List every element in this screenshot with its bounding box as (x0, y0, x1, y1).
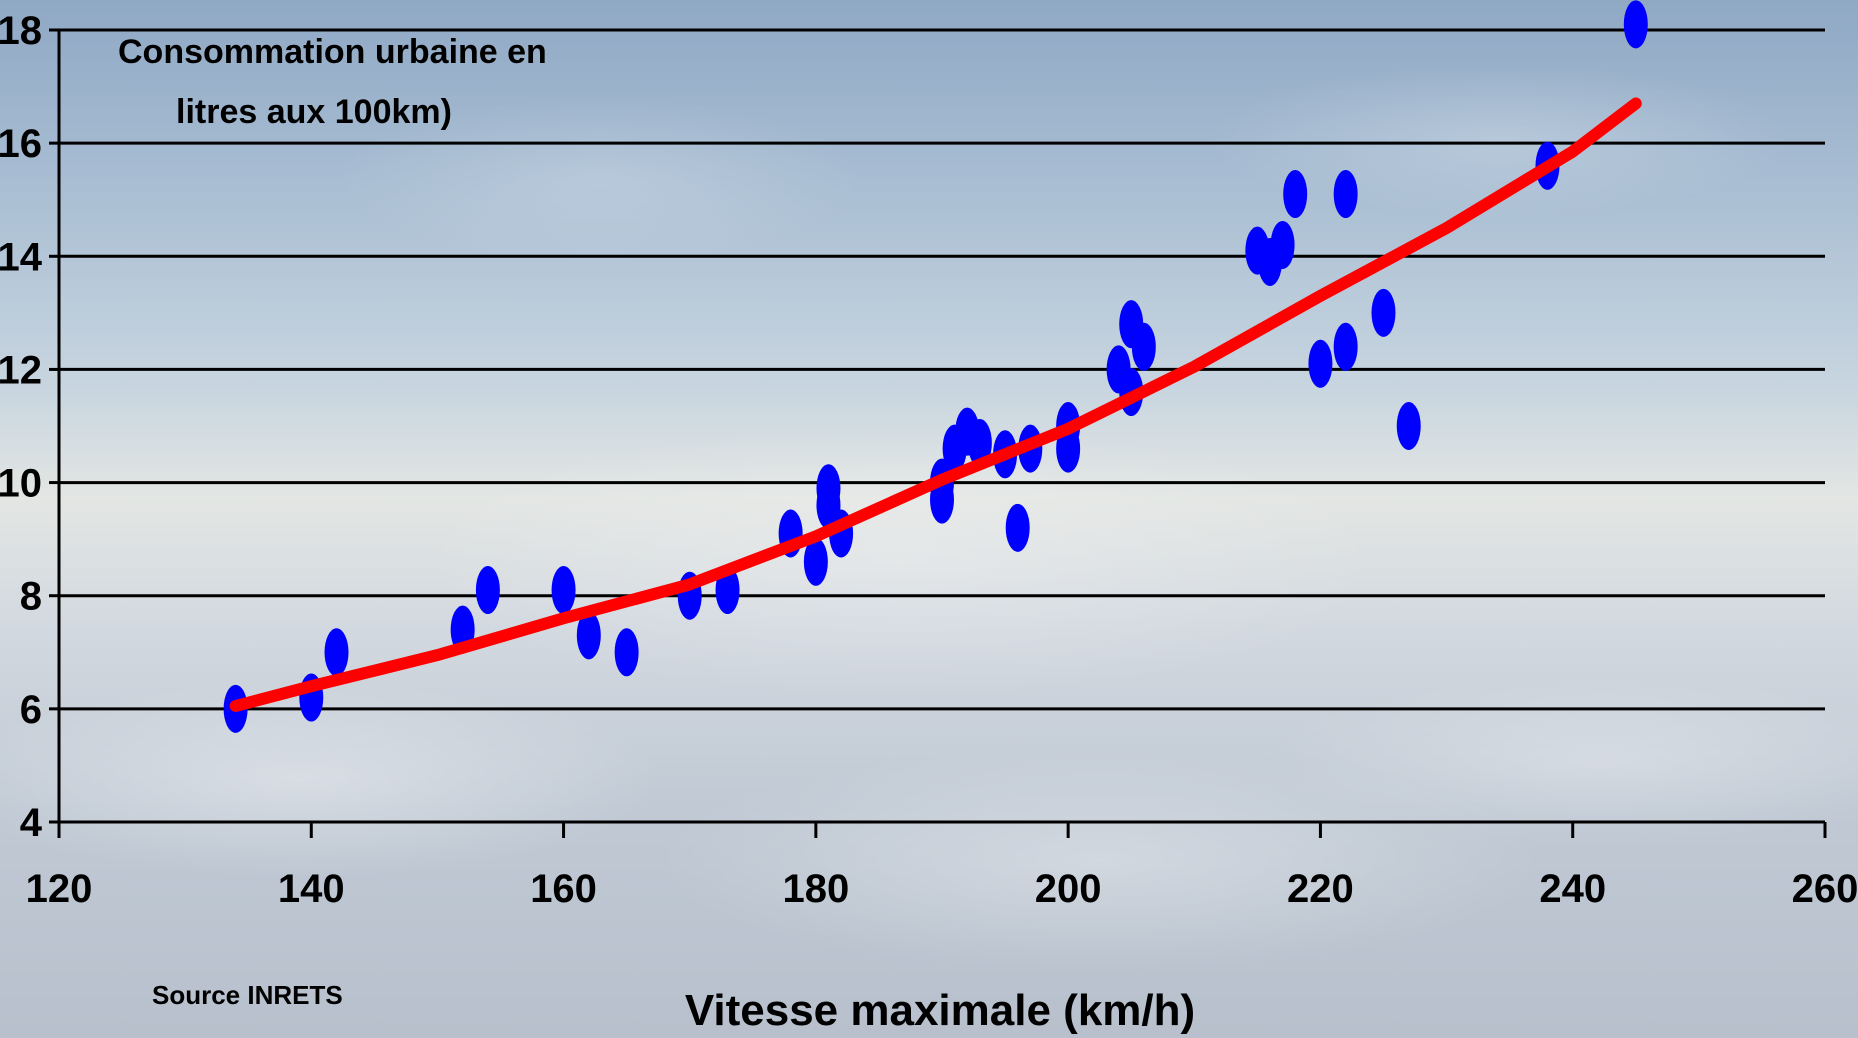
source-note: Source INRETS (152, 980, 343, 1010)
x-tick-label-160: 160 (530, 867, 597, 911)
data-point-12 (803, 537, 828, 586)
y-tick-label-8: 8 (20, 575, 42, 619)
data-point-38 (1396, 402, 1421, 450)
x-tick-label-120: 120 (26, 867, 93, 911)
x-tick-label-240: 240 (1539, 867, 1606, 911)
data-point-6 (551, 566, 576, 615)
y-tick-label-6: 6 (20, 688, 42, 732)
y-tick-label-16: 16 (0, 122, 42, 166)
data-points (223, 0, 1648, 733)
data-point-29 (1131, 322, 1156, 371)
y-tick-label-12: 12 (0, 348, 42, 392)
x-tick-label-140: 140 (278, 867, 345, 911)
data-point-34 (1308, 339, 1333, 388)
data-point-40 (1623, 0, 1648, 49)
data-point-35 (1333, 170, 1358, 219)
x-tick-label-200: 200 (1035, 867, 1102, 911)
data-point-22 (1005, 503, 1030, 552)
data-point-3 (324, 628, 349, 677)
y-tick-label-4: 4 (20, 801, 43, 845)
data-point-37 (1371, 288, 1396, 337)
data-point-20 (967, 418, 992, 467)
gridlines (59, 28, 1825, 824)
x-tick-label-180: 180 (782, 867, 849, 911)
data-point-33 (1283, 170, 1308, 219)
y-tick-label-14: 14 (0, 235, 43, 279)
x-axis-ticks: 120 140 160 180 200 220 240 260 (26, 822, 1858, 911)
y-tick-label-18: 18 (0, 9, 42, 53)
y-axis-title-line-1: Consommation urbaine en (118, 33, 547, 71)
y-tick-label-10: 10 (0, 462, 42, 506)
data-point-8 (614, 628, 639, 677)
trend-line (229, 97, 1642, 712)
y-axis-ticks: 4 6 8 10 12 14 16 18 (0, 9, 59, 845)
x-axis-title: Vitesse maximale (km/h) (685, 986, 1195, 1035)
x-tick-label-220: 220 (1287, 867, 1354, 911)
data-point-5 (475, 566, 500, 615)
x-tick-label-260: 260 (1792, 867, 1858, 911)
data-point-32 (1270, 220, 1295, 269)
data-point-14 (816, 464, 841, 513)
y-axis-title-line-2: litres aux 100km) (176, 93, 452, 131)
data-point-7 (576, 611, 601, 660)
data-point-36 (1333, 322, 1358, 371)
